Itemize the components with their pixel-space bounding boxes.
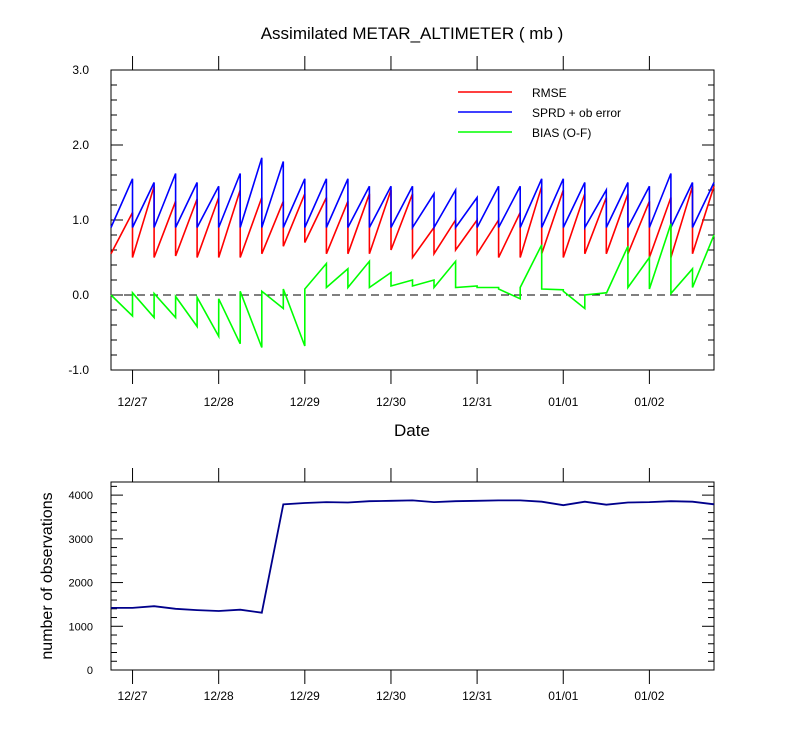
bottom-x-tick-label: 12/28 [204,689,234,703]
bottom-y-axis-label: number of observations [39,492,56,659]
top-x-tick-label: 12/27 [118,395,148,409]
bottom-plot-frame [110,481,715,671]
bottom-y-tick-labels: 4000 3000 2000 1000 0 [69,490,93,677]
bottom-y-tick-label: 1000 [69,621,93,633]
top-x-tick-label: 12/29 [290,395,320,409]
top-x-tick-label: 01/01 [548,395,578,409]
chart-title: Assimilated METAR_ALTIMETER ( mb ) [261,24,564,43]
bottom-x-tick-label: 12/31 [462,689,492,703]
bottom-y-tick-label: 3000 [69,534,93,546]
bottom-x-tick-label: 12/27 [118,689,148,703]
bottom-x-tick-label: 01/02 [634,689,664,703]
top-tick-marks [111,56,714,384]
top-y-tick-label: -1.0 [68,363,89,377]
top-y-tick-label: 2.0 [72,138,89,152]
top-y-tick-label: 0.0 [72,288,89,302]
bottom-x-tick-label: 12/29 [290,689,320,703]
observations-series-line [111,499,715,614]
top-x-tick-label: 01/02 [634,395,664,409]
top-x-tick-label: 12/30 [376,395,406,409]
top-y-tick-labels: 3.0 2.0 1.0 0.0 -1.0 [68,63,89,377]
legend-label-sprd: SPRD + ob error [532,106,621,120]
top-x-tick-label: 12/31 [462,395,492,409]
bottom-y-tick-label: 0 [87,665,93,677]
top-x-tick-label: 12/28 [204,395,234,409]
legend-label-rmse: RMSE [532,86,567,100]
top-x-tick-labels: 12/27 12/28 12/29 12/30 12/31 01/01 01/02 [118,395,665,409]
bottom-series-lines [111,499,715,614]
bias-series-line [110,223,715,348]
bottom-y-tick-label: 4000 [69,490,93,502]
bottom-x-tick-label: 01/01 [548,689,578,703]
bottom-x-tick-label: 12/30 [376,689,406,703]
top-series-lines [110,157,715,348]
top-plot-area: 3.02.01.00.0-1.0 12/27 12/28 12/29 12/30 12/… [68,56,715,409]
legend-label-bias: BIAS (O-F) [532,126,591,140]
top-y-tick-label: 3.0 [72,63,89,77]
top-y-tick-label: 1.0 [72,213,89,227]
top-x-axis-label: Date [394,421,430,440]
bottom-x-tick-labels: 12/27 12/28 12/29 12/30 12/31 01/01 01/02 [118,689,665,703]
sprd-series-line [110,157,715,231]
bottom-y-tick-label: 2000 [69,578,93,590]
bottom-tick-marks [111,468,714,684]
legend: RMSE SPRD + ob error BIAS (O-F) [458,86,621,140]
